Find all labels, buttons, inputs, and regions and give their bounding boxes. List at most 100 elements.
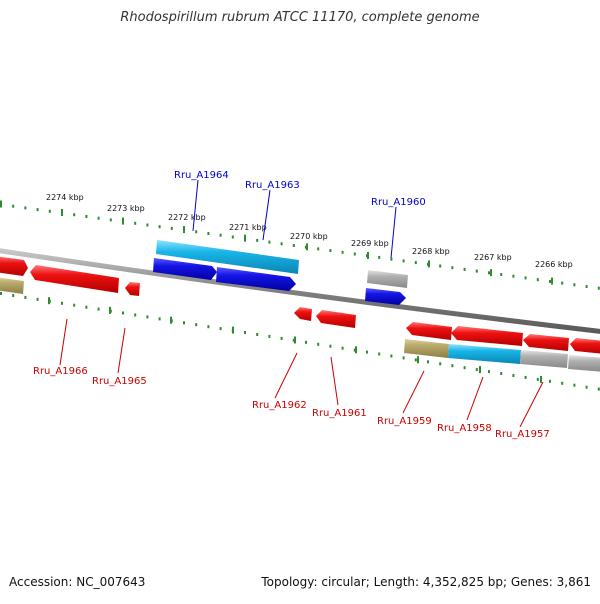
minor-tick [85, 305, 88, 309]
gene-red-right-edge[interactable] [570, 338, 600, 354]
minor-tick [439, 362, 442, 366]
minor-tick [573, 283, 576, 287]
gene-label[interactable]: Rru_A1966 [33, 366, 88, 377]
gene-rru-a1957[interactable] [523, 334, 569, 351]
gene-olive-1959[interactable] [404, 339, 449, 358]
minor-tick [524, 375, 527, 379]
scale-label: 2271 kbp [229, 223, 267, 232]
minor-tick [134, 221, 137, 225]
scale-labels: 2274 kbp 2273 kbp 2272 kbp 2271 kbp 2270… [46, 193, 573, 269]
minor-tick [73, 213, 76, 217]
minor-tick [158, 317, 161, 321]
minor-tick [268, 240, 271, 244]
minor-tick [12, 294, 15, 297]
minor-tick [402, 259, 405, 263]
gene-rru-a1959[interactable] [406, 322, 452, 340]
gene-rru-a1960[interactable] [365, 288, 406, 305]
gene-label[interactable]: Rru_A1959 [377, 416, 432, 427]
minor-tick [195, 323, 198, 327]
minor-tick [12, 204, 15, 208]
gene-label[interactable]: Rru_A1964 [174, 170, 229, 181]
gene-rru-a1965[interactable] [125, 282, 140, 296]
gene-rru-a1961[interactable] [316, 310, 356, 328]
major-tick [244, 234, 246, 242]
minor-tick [341, 250, 344, 254]
minor-tick [378, 352, 381, 356]
minor-tick [280, 336, 283, 340]
minor-tick [231, 235, 234, 239]
reverse-gene-labels: Rru_A1966 Rru_A1965 Rru_A1962 Rru_A1961 … [33, 366, 550, 440]
gene-olive-left-edge[interactable] [0, 277, 24, 294]
gene-label[interactable]: Rru_A1962 [252, 400, 307, 411]
scale-label: 2273 kbp [107, 204, 145, 213]
minor-tick [244, 331, 246, 334]
major-tick [183, 226, 185, 234]
minor-tick [439, 264, 442, 268]
gene-rru-a1964[interactable] [153, 258, 217, 280]
minor-tick [561, 281, 564, 285]
upper-scale-ticks [0, 200, 600, 290]
major-tick [0, 200, 2, 208]
minor-tick [353, 252, 356, 256]
minor-tick [0, 292, 2, 295]
minor-tick [390, 257, 393, 261]
minor-tick [109, 218, 112, 222]
minor-tick [366, 350, 368, 354]
gene-label[interactable]: Rru_A1963 [245, 180, 300, 191]
minor-tick [256, 333, 259, 336]
minor-tick [451, 266, 454, 270]
minor-tick [573, 383, 576, 387]
minor-tick [317, 247, 320, 251]
minor-tick [585, 385, 588, 389]
gene-rru-a1963[interactable] [216, 267, 296, 291]
major-tick [540, 375, 542, 383]
minor-tick [390, 354, 393, 358]
scale-label: 2274 kbp [46, 193, 84, 202]
gene-rru-a1958[interactable] [451, 326, 523, 346]
gene-grey-1957[interactable] [520, 350, 568, 368]
accession-text: Accession: NC_007643 [9, 575, 146, 589]
major-tick [122, 217, 124, 225]
minor-tick [61, 301, 63, 305]
reverse-strand-genes [0, 256, 600, 372]
gene-red-left-edge[interactable] [0, 256, 28, 276]
forward-strand-genes [153, 240, 408, 305]
minor-tick [73, 303, 76, 307]
gene-grey-right-edge[interactable] [568, 355, 600, 372]
gene-rru-a1962[interactable] [294, 307, 312, 321]
minor-tick [158, 225, 161, 229]
gene-rru-a1966[interactable] [30, 265, 119, 293]
minor-tick [97, 307, 100, 311]
gene-label[interactable]: Rru_A1961 [312, 408, 367, 419]
minor-tick [207, 232, 210, 235]
minor-tick [305, 340, 307, 344]
minor-tick [451, 364, 454, 368]
minor-tick [219, 327, 222, 331]
minor-tick [146, 315, 149, 319]
gene-label[interactable]: Rru_A1958 [437, 423, 492, 434]
minor-tick [317, 342, 320, 346]
minor-tick [475, 368, 478, 372]
minor-tick [48, 209, 51, 213]
minor-tick [500, 372, 503, 375]
major-tick [367, 251, 369, 259]
gene-label[interactable]: Rru_A1960 [371, 197, 426, 208]
minor-tick [85, 215, 88, 218]
major-tick [417, 356, 419, 364]
minor-tick [536, 278, 539, 282]
minor-tick [292, 338, 295, 342]
minor-tick [207, 325, 210, 329]
minor-tick [463, 267, 466, 271]
gene-grey-forward[interactable] [367, 270, 408, 288]
gene-rru-a1964-cyan[interactable] [156, 240, 299, 274]
minor-tick [414, 261, 417, 265]
gene-label[interactable]: Rru_A1965 [92, 376, 147, 387]
minor-tick [24, 295, 27, 299]
major-tick [306, 243, 308, 251]
forward-gene-labels: Rru_A1964 Rru_A1963 Rru_A1960 [174, 170, 426, 208]
gene-label[interactable]: Rru_A1957 [495, 429, 550, 440]
gene-cyan-1958[interactable] [448, 344, 521, 364]
minor-tick [195, 230, 198, 234]
